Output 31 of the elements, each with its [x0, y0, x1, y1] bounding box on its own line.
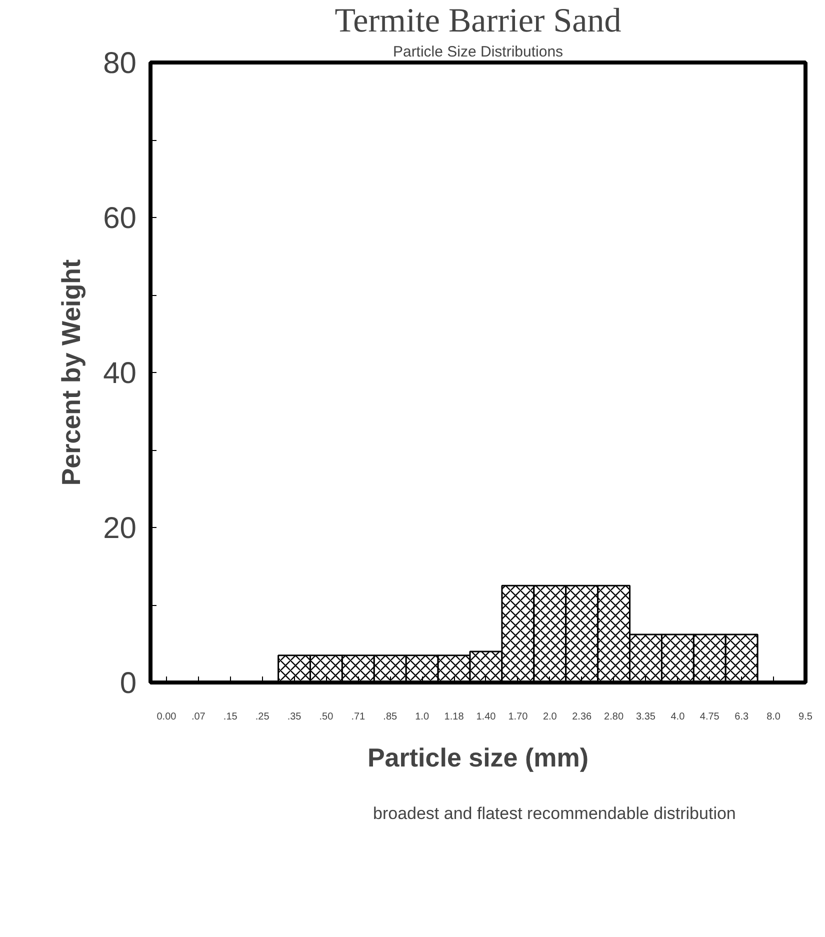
x-tick-label: .15 — [223, 712, 238, 722]
x-tick-label: 2.0 — [542, 712, 558, 722]
x-tick-label: 6.3 — [734, 712, 749, 722]
y-tick-label: 40 — [103, 357, 137, 390]
x-tick-label: 8.0 — [766, 712, 781, 722]
x-tick-label: .85 — [383, 712, 398, 722]
y-axis-title: Percent by Weight — [56, 258, 86, 486]
x-tick-label: 0.00 — [156, 712, 177, 722]
x-tick-label: .50 — [319, 712, 334, 722]
x-tick-label: .35 — [287, 712, 302, 722]
x-tick-label: .71 — [351, 712, 366, 722]
x-tick-label: 4.75 — [700, 712, 720, 722]
y-tick-label: 80 — [103, 47, 137, 80]
y-tick-label: 0 — [120, 667, 137, 700]
x-tick-label: .07 — [191, 712, 206, 722]
x-tick-label: 4.0 — [670, 712, 686, 722]
x-tick-label: 1.40 — [476, 712, 496, 722]
chart-title: Termite Barrier Sand — [334, 2, 622, 40]
x-tick-label: 2.80 — [604, 712, 624, 722]
x-axis-title: Particle size (mm) — [367, 742, 589, 772]
x-tick-label: 3.35 — [636, 712, 656, 722]
x-tick-label: 2.36 — [572, 712, 592, 722]
text: broadest and flatest recommendable distribution — [373, 804, 736, 824]
y-tick-label: 60 — [103, 202, 137, 235]
y-tick-label: 20 — [103, 512, 137, 545]
x-tick-label: 9.5 — [798, 712, 813, 722]
x-tick-label: 1.70 — [508, 712, 528, 722]
chart-subtitle: Particle Size Distributions — [392, 44, 564, 60]
x-tick-label: 1.0 — [415, 712, 430, 722]
x-tick-label: 1.18 — [444, 712, 464, 722]
x-tick-label: .25 — [255, 712, 270, 722]
